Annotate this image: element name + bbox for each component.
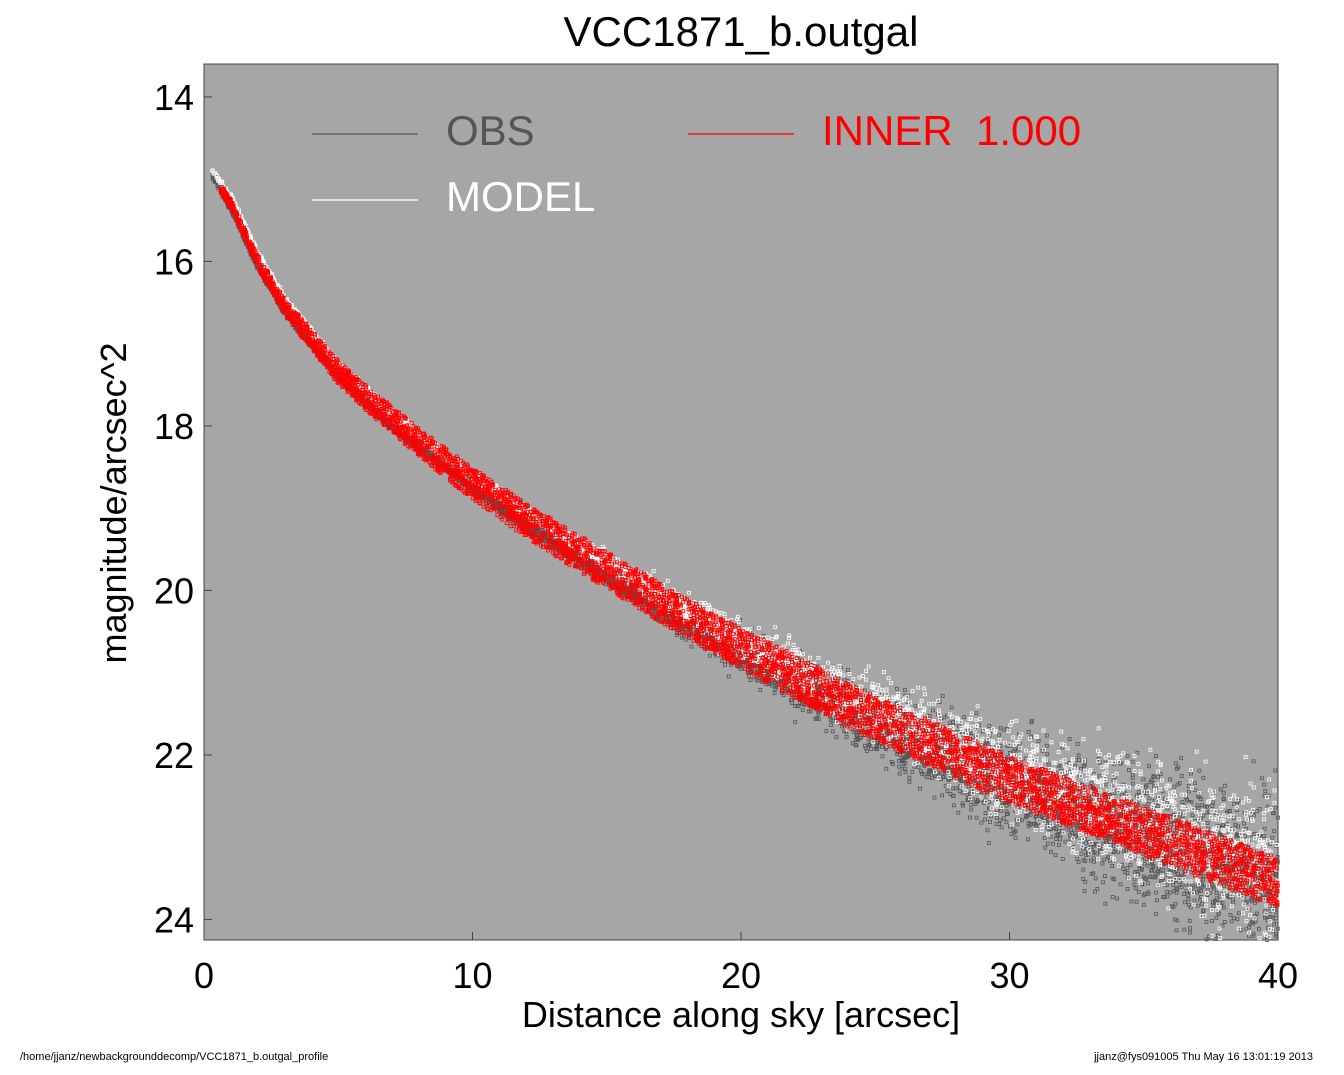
obs-point bbox=[1263, 789, 1268, 794]
obs-point bbox=[1148, 780, 1153, 785]
obs-point bbox=[1201, 908, 1206, 913]
obs-point bbox=[1174, 886, 1179, 891]
obs-point bbox=[994, 815, 999, 820]
obs-point bbox=[795, 704, 800, 709]
obs-point bbox=[1204, 937, 1209, 942]
obs-point bbox=[1087, 840, 1091, 844]
obs-point bbox=[1158, 772, 1163, 776]
obs-point bbox=[1019, 818, 1024, 823]
obs-point bbox=[772, 691, 777, 695]
obs-point bbox=[1154, 754, 1158, 759]
obs-point bbox=[1273, 805, 1278, 810]
obs-point bbox=[1274, 913, 1279, 918]
obs-point bbox=[1173, 761, 1178, 766]
obs-point bbox=[1193, 788, 1198, 793]
obs-point bbox=[1251, 931, 1256, 936]
obs-point bbox=[994, 808, 999, 813]
points-layer bbox=[210, 168, 1280, 942]
obs-point bbox=[1205, 893, 1210, 897]
obs-point bbox=[1060, 857, 1065, 861]
obs-point bbox=[1218, 787, 1223, 792]
obs-point bbox=[998, 818, 1002, 823]
obs-point bbox=[1151, 774, 1156, 779]
obs-point bbox=[895, 686, 899, 691]
obs-point bbox=[930, 776, 935, 781]
obs-point bbox=[1187, 800, 1192, 804]
obs-point bbox=[1089, 781, 1094, 785]
obs-point bbox=[1045, 841, 1050, 846]
obs-point bbox=[846, 668, 850, 672]
obs-point bbox=[1054, 837, 1058, 841]
obs-point bbox=[1262, 834, 1266, 838]
obs-point bbox=[987, 841, 991, 845]
obs-point bbox=[974, 815, 979, 820]
obs-point bbox=[937, 719, 942, 723]
obs-point bbox=[960, 801, 965, 806]
obs-point bbox=[968, 815, 972, 820]
obs-point bbox=[1142, 861, 1147, 866]
obs-point bbox=[1075, 742, 1080, 746]
obs-point bbox=[1229, 919, 1234, 924]
obs-point bbox=[1082, 889, 1087, 893]
obs-point bbox=[1083, 837, 1087, 841]
obs-point bbox=[922, 772, 927, 777]
obs-point bbox=[1076, 753, 1081, 758]
obs-point bbox=[1251, 933, 1256, 938]
obs-point bbox=[1148, 856, 1153, 860]
obs-point bbox=[1033, 815, 1038, 819]
obs-point bbox=[1168, 820, 1173, 824]
obs-point bbox=[1276, 815, 1280, 820]
obs-point bbox=[1192, 898, 1197, 903]
obs-point bbox=[913, 704, 918, 709]
obs-point bbox=[1268, 904, 1272, 908]
obs-point bbox=[940, 694, 945, 698]
obs-point bbox=[962, 715, 967, 720]
obs-point bbox=[884, 766, 889, 771]
obs-point bbox=[1046, 762, 1051, 767]
obs-point bbox=[1201, 775, 1206, 780]
obs-point bbox=[1179, 756, 1184, 761]
obs-point bbox=[1104, 782, 1109, 787]
obs-point bbox=[1155, 898, 1159, 903]
obs-point bbox=[862, 688, 867, 693]
obs-point bbox=[1201, 877, 1206, 882]
obs-point bbox=[1223, 783, 1227, 788]
obs-point bbox=[1129, 899, 1134, 904]
obs-point bbox=[1214, 890, 1219, 895]
obs-point bbox=[1235, 917, 1240, 922]
obs-point bbox=[1110, 895, 1115, 899]
obs-point bbox=[956, 810, 961, 815]
obs-point bbox=[842, 729, 847, 734]
obs-point bbox=[1068, 837, 1073, 842]
obs-point bbox=[1165, 806, 1170, 811]
obs-point bbox=[830, 718, 835, 723]
obs-point bbox=[1172, 784, 1177, 789]
obs-point bbox=[1015, 822, 1020, 827]
obs-point bbox=[895, 701, 899, 705]
obs-point bbox=[1270, 835, 1275, 840]
obs-point bbox=[1135, 750, 1140, 755]
obs-point bbox=[1048, 835, 1053, 839]
obs-point bbox=[689, 644, 694, 649]
obs-point bbox=[1214, 915, 1219, 920]
obs-point bbox=[1275, 926, 1280, 931]
obs-point bbox=[1093, 889, 1097, 894]
obs-point bbox=[1096, 756, 1101, 761]
obs-point bbox=[1125, 887, 1130, 891]
plot-area bbox=[203, 63, 1279, 941]
obs-point bbox=[1275, 855, 1280, 859]
obs-point bbox=[910, 770, 915, 774]
obs-point bbox=[1213, 937, 1218, 941]
obs-point bbox=[1067, 737, 1072, 741]
